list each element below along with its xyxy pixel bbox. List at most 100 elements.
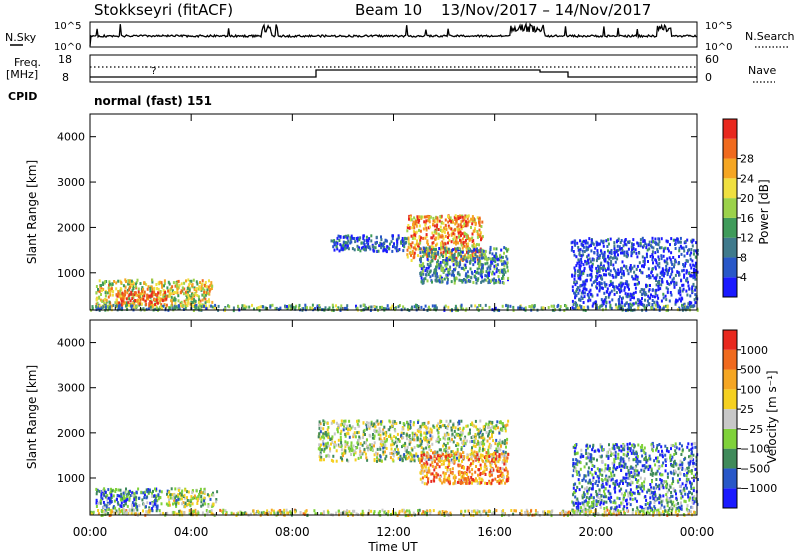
echo-point <box>506 437 509 441</box>
echo-point <box>112 494 115 498</box>
echo-point <box>102 283 105 286</box>
echo-point <box>377 432 380 436</box>
echo-point <box>191 502 194 506</box>
nave-tick-bottom: 0 <box>705 71 712 84</box>
echo-point <box>290 304 293 308</box>
echo-point <box>502 450 505 454</box>
echo-point <box>104 305 107 309</box>
echo-point <box>389 306 392 310</box>
power-colorbar-label: Power [dB] <box>757 179 771 244</box>
echo-point <box>175 305 178 309</box>
echo-point <box>191 301 194 304</box>
echo-point <box>439 274 442 278</box>
echo-point <box>447 480 450 484</box>
echo-point <box>483 425 486 429</box>
echo-point <box>131 297 134 301</box>
echo-point <box>374 307 377 311</box>
echo-point <box>101 299 104 303</box>
echo-point <box>402 444 405 447</box>
echo-point <box>671 262 674 266</box>
echo-point <box>154 303 157 306</box>
echo-point <box>602 266 605 270</box>
echo-point <box>466 223 469 227</box>
echo-point <box>439 424 442 428</box>
echo-point <box>658 261 661 265</box>
echo-point <box>119 504 122 508</box>
echo-point <box>633 264 636 268</box>
echo-point <box>129 281 132 285</box>
echo-point <box>442 245 445 249</box>
echo-point <box>419 460 421 464</box>
echo-point <box>581 240 584 244</box>
echo-point <box>477 432 480 436</box>
echo-point <box>622 251 624 255</box>
echo-point <box>657 304 660 308</box>
echo-point <box>99 501 102 505</box>
echo-point <box>461 250 464 254</box>
echo-point <box>471 272 474 276</box>
echo-point <box>466 465 469 469</box>
echo-point <box>402 422 405 425</box>
echo-point <box>407 427 410 431</box>
echo-point <box>447 424 450 428</box>
echo-point <box>124 301 126 305</box>
echo-point <box>418 236 421 240</box>
echo-point <box>431 304 434 308</box>
echo-point <box>118 301 121 305</box>
echo-point <box>311 303 314 307</box>
echo-point <box>344 243 347 247</box>
echo-point <box>479 304 482 307</box>
echo-point <box>474 227 476 231</box>
echo-point <box>491 261 494 265</box>
echo-point <box>137 295 140 298</box>
echo-point <box>373 458 376 461</box>
echo-point <box>656 294 659 298</box>
echo-point <box>501 304 504 308</box>
echo-point <box>104 490 107 494</box>
echo-point <box>437 228 440 231</box>
echo-point <box>684 264 686 268</box>
echo-point <box>471 252 474 256</box>
echo-point <box>651 294 654 298</box>
echo-point <box>490 429 492 433</box>
y-tick-label: 3000 <box>57 176 85 189</box>
echo-point <box>611 298 614 302</box>
echo-point <box>405 433 408 437</box>
echo-point <box>107 286 110 290</box>
echo-point <box>620 297 623 301</box>
echo-point <box>413 226 416 230</box>
echo-point <box>168 289 171 293</box>
echo-point <box>482 436 485 440</box>
echo-point <box>117 502 120 506</box>
echo-point <box>576 305 579 309</box>
echo-point <box>330 442 332 446</box>
echo-point <box>188 501 191 504</box>
echo-point <box>481 235 484 239</box>
echo-point <box>587 246 590 250</box>
echo-point <box>130 279 133 283</box>
echo-point <box>656 301 659 305</box>
echo-point <box>128 280 131 284</box>
echo-point <box>91 305 94 309</box>
echo-point <box>581 485 584 489</box>
echo-point <box>685 289 688 293</box>
echo-point <box>127 279 130 283</box>
echo-point <box>693 267 695 271</box>
echo-point <box>645 283 647 287</box>
echo-point <box>683 275 686 279</box>
echo-point <box>373 444 375 448</box>
echo-point <box>435 247 437 251</box>
echo-point <box>695 265 698 269</box>
echo-point <box>465 232 468 236</box>
echo-point <box>110 494 113 497</box>
echo-point <box>463 222 466 226</box>
echo-point <box>419 444 422 448</box>
echo-point <box>453 281 456 285</box>
echo-point <box>155 301 158 304</box>
echo-point <box>331 303 334 307</box>
echo-point <box>380 238 383 242</box>
echo-point <box>173 498 176 502</box>
echo-point <box>474 221 477 225</box>
echo-point <box>478 304 481 307</box>
echo-point <box>408 451 411 455</box>
